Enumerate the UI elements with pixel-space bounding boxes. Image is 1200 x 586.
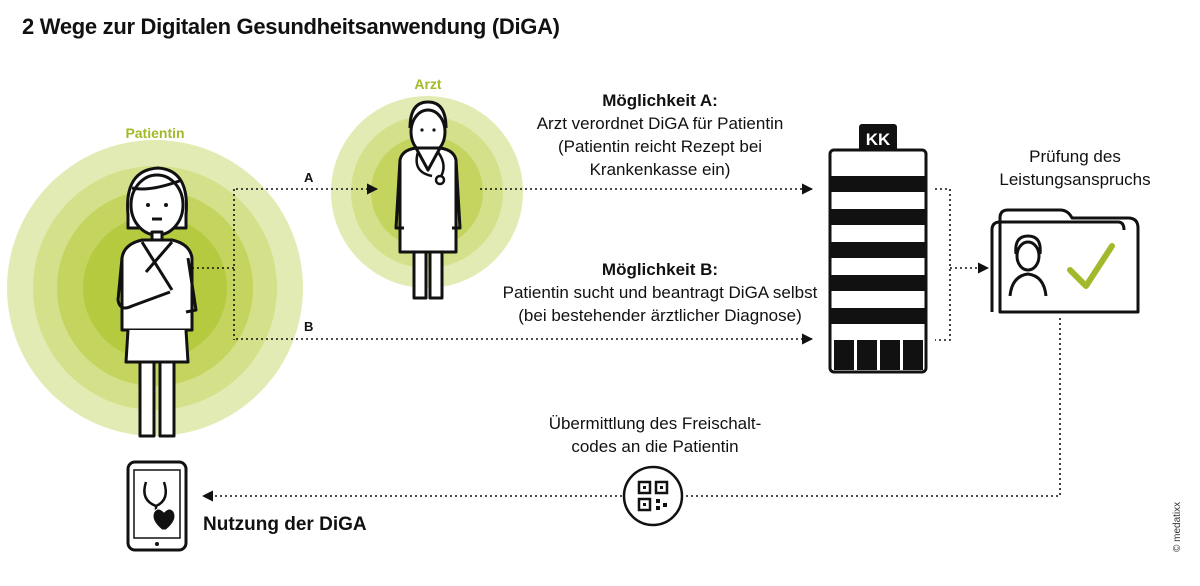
option-a-text: Möglichkeit A: Arzt verordnet DiGA für P… — [470, 89, 850, 181]
usage-label: Nutzung der DiGA — [203, 514, 367, 535]
path-a-label: A — [304, 170, 314, 185]
heart-icon — [152, 508, 176, 531]
option-a-line1: Arzt verordnet DiGA für Patientin — [536, 114, 784, 133]
option-b-heading: Möglichkeit B: — [601, 260, 719, 279]
diagram-title: 2 Wege zur Digitalen Gesundheitsanwendun… — [22, 14, 560, 39]
option-a-line3: Krankenkasse ein) — [589, 160, 731, 179]
path-b-label: B — [304, 319, 314, 334]
stethoscope-icon — [415, 151, 446, 186]
check-line2: Leistungsanspruchs — [999, 170, 1151, 189]
option-a-line2: (Patientin reicht Rezept bei — [557, 137, 763, 156]
option-b-text: Möglichkeit B: Patientin sucht und beant… — [450, 258, 870, 327]
option-b-line2: (bei bestehender ärztlicher Diagnose) — [518, 306, 802, 325]
patient-file-folder-icon — [990, 208, 1140, 314]
option-a-heading: Möglichkeit A: — [602, 91, 718, 110]
patient-figure-icon — [116, 166, 198, 438]
check-line1: Prüfung des — [1029, 147, 1121, 166]
transfer-line2: codes an die Patientin — [571, 437, 739, 456]
transfer-text: Übermittlung des Freischalt- codes an di… — [530, 412, 780, 458]
copyright-credit: © medatixx — [1172, 501, 1183, 552]
option-b-line1: Patientin sucht und beantragt DiGA selbs… — [502, 283, 818, 302]
patient-label: Patientin — [125, 125, 185, 141]
checkmark-icon — [1067, 243, 1115, 289]
insurance-badge: KK — [865, 130, 891, 149]
insurance-building-icon — [828, 124, 928, 374]
connectors — [192, 183, 1061, 502]
qr-code-icon — [622, 465, 684, 527]
doctor-label: Arzt — [414, 76, 442, 92]
tablet-icon — [126, 460, 188, 552]
transfer-line1: Übermittlung des Freischalt- — [548, 414, 762, 433]
check-text: Prüfung des Leistungsanspruchs — [990, 145, 1160, 191]
